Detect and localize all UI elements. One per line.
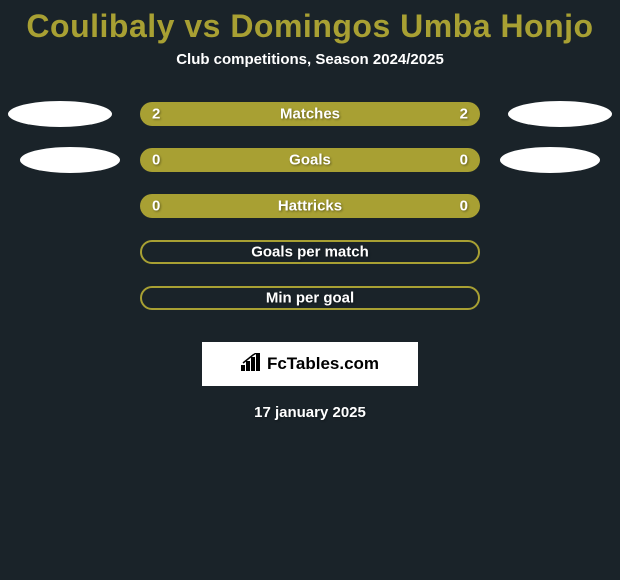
stat-label: Min per goal (266, 290, 354, 307)
stat-pill: Min per goal (140, 286, 480, 310)
stat-left-value: 0 (152, 198, 160, 215)
stat-label: Matches (280, 106, 340, 123)
left-oval (20, 147, 120, 173)
stat-pill: Hattricks 0 0 (140, 194, 480, 218)
logo-text: FcTables.com (267, 354, 379, 374)
stat-pill: Goals 0 0 (140, 148, 480, 172)
stat-left-value: 0 (152, 152, 160, 169)
stat-row: Goals per match (0, 240, 620, 286)
stat-right-value: 0 (460, 198, 468, 215)
stat-row: Matches 2 2 (0, 102, 620, 148)
stat-label: Hattricks (278, 198, 342, 215)
stat-left-value: 2 (152, 106, 160, 123)
subtitle: Club competitions, Season 2024/2025 (0, 51, 620, 68)
stat-rows: Matches 2 2 Goals 0 0 Hattricks 0 0 Goals per mat… (0, 102, 620, 332)
logo-bars-icon (241, 353, 263, 376)
right-oval (508, 101, 612, 127)
stat-row: Min per goal (0, 286, 620, 332)
stat-pill: Matches 2 2 (140, 102, 480, 126)
left-oval (8, 101, 112, 127)
date-label: 17 january 2025 (0, 404, 620, 421)
stat-pill: Goals per match (140, 240, 480, 264)
stat-right-value: 2 (460, 106, 468, 123)
stat-label: Goals per match (251, 244, 369, 261)
stat-label: Goals (289, 152, 331, 169)
stat-row: Goals 0 0 (0, 148, 620, 194)
right-oval (500, 147, 600, 173)
stat-right-value: 0 (460, 152, 468, 169)
logo-badge: FcTables.com (202, 342, 418, 386)
page-title: Coulibaly vs Domingos Umba Honjo (0, 0, 620, 45)
stat-row: Hattricks 0 0 (0, 194, 620, 240)
